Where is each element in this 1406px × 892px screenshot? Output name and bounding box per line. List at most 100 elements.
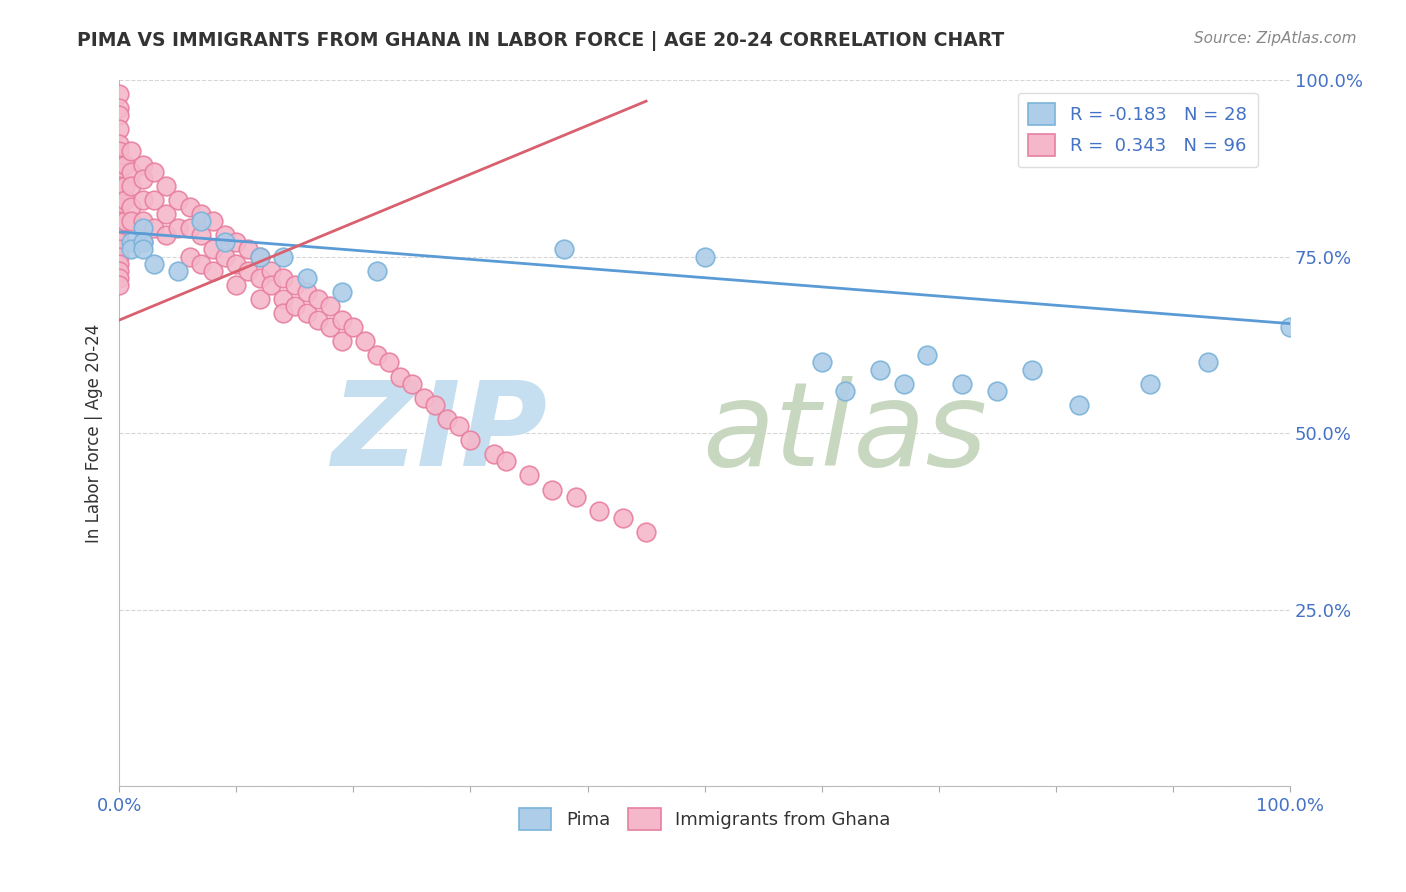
Point: [155, 228, 177, 243]
Point: [131, 221, 153, 235]
Point: [834, 384, 856, 398]
Point: [225, 277, 247, 292]
Point: [108, 122, 131, 136]
Point: [482, 447, 505, 461]
Y-axis label: In Labor Force | Age 20-24: In Labor Force | Age 20-24: [86, 324, 103, 542]
Point: [915, 348, 938, 362]
Point: [377, 355, 399, 369]
Point: [120, 243, 142, 257]
Point: [108, 136, 131, 151]
Point: [225, 256, 247, 270]
Point: [588, 504, 610, 518]
Point: [1069, 398, 1091, 412]
Point: [249, 270, 271, 285]
Point: [131, 214, 153, 228]
Point: [636, 524, 658, 539]
Point: [108, 158, 131, 172]
Point: [166, 193, 188, 207]
Point: [114, 193, 136, 207]
Text: atlas: atlas: [703, 376, 987, 490]
Point: [108, 221, 131, 235]
Point: [108, 277, 131, 292]
Point: [517, 468, 540, 483]
Point: [810, 355, 832, 369]
Point: [271, 306, 294, 320]
Point: [166, 221, 188, 235]
Point: [108, 214, 131, 228]
Point: [249, 292, 271, 306]
Point: [131, 158, 153, 172]
Point: [131, 235, 153, 250]
Point: [190, 256, 212, 270]
Point: [201, 243, 224, 257]
Point: [143, 165, 166, 179]
Point: [249, 250, 271, 264]
Point: [120, 178, 142, 193]
Point: [389, 369, 412, 384]
Point: [236, 263, 259, 277]
Point: [612, 510, 634, 524]
Point: [553, 243, 575, 257]
Point: [260, 277, 283, 292]
Point: [342, 320, 364, 334]
Point: [986, 384, 1008, 398]
Point: [108, 200, 131, 214]
Point: [131, 235, 153, 250]
Point: [131, 243, 153, 257]
Point: [120, 214, 142, 228]
Point: [307, 313, 329, 327]
Point: [565, 490, 588, 504]
Point: [108, 263, 131, 277]
Point: [108, 87, 131, 101]
Point: [108, 250, 131, 264]
Point: [354, 334, 377, 349]
Point: [108, 193, 131, 207]
Point: [143, 193, 166, 207]
Point: [249, 250, 271, 264]
Point: [330, 334, 353, 349]
Point: [330, 313, 353, 327]
Point: [869, 362, 891, 376]
Point: [284, 299, 307, 313]
Point: [120, 144, 142, 158]
Point: [236, 243, 259, 257]
Point: [225, 235, 247, 250]
Point: [260, 263, 283, 277]
Point: [366, 263, 388, 277]
Point: [155, 207, 177, 221]
Point: [108, 144, 131, 158]
Point: [214, 228, 236, 243]
Point: [114, 158, 136, 172]
Point: [295, 270, 318, 285]
Point: [295, 285, 318, 299]
Point: [114, 214, 136, 228]
Point: [330, 285, 353, 299]
Text: ZIP: ZIP: [330, 376, 547, 491]
Point: [131, 193, 153, 207]
Point: [319, 320, 342, 334]
Point: [214, 235, 236, 250]
Point: [307, 292, 329, 306]
Point: [271, 292, 294, 306]
Point: [295, 306, 318, 320]
Point: [108, 228, 131, 243]
Point: [108, 108, 131, 122]
Point: [1021, 362, 1043, 376]
Point: [131, 171, 153, 186]
Point: [412, 391, 434, 405]
Point: [108, 101, 131, 115]
Point: [143, 221, 166, 235]
Point: [425, 398, 447, 412]
Point: [541, 483, 564, 497]
Point: [950, 376, 973, 391]
Point: [271, 270, 294, 285]
Point: [120, 200, 142, 214]
Point: [893, 376, 915, 391]
Point: [693, 250, 716, 264]
Point: [1197, 355, 1219, 369]
Text: Source: ZipAtlas.com: Source: ZipAtlas.com: [1194, 31, 1357, 46]
Point: [319, 299, 342, 313]
Point: [201, 214, 224, 228]
Point: [108, 165, 131, 179]
Point: [114, 178, 136, 193]
